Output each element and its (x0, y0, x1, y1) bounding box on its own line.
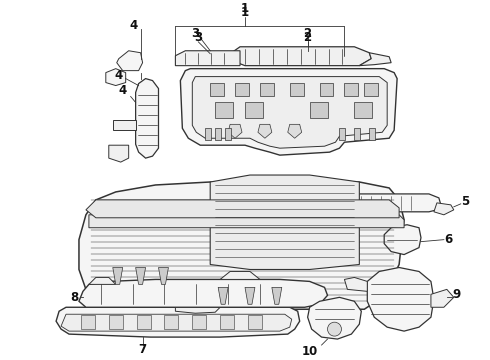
Polygon shape (218, 287, 228, 304)
Polygon shape (308, 297, 361, 339)
Polygon shape (369, 128, 375, 140)
Polygon shape (230, 47, 371, 66)
Text: 9: 9 (453, 288, 461, 301)
Polygon shape (79, 279, 327, 307)
Polygon shape (235, 82, 249, 96)
Polygon shape (175, 299, 220, 313)
Text: 4: 4 (129, 19, 138, 32)
Text: 1: 1 (241, 3, 249, 15)
Polygon shape (248, 315, 262, 329)
Polygon shape (364, 82, 378, 96)
Polygon shape (109, 145, 129, 162)
Text: 3: 3 (191, 27, 199, 40)
Polygon shape (180, 69, 397, 155)
Polygon shape (434, 203, 454, 215)
Polygon shape (310, 103, 327, 118)
Polygon shape (245, 287, 255, 304)
Polygon shape (89, 215, 404, 228)
Polygon shape (354, 103, 372, 118)
Polygon shape (119, 53, 141, 69)
Text: 8: 8 (70, 291, 78, 304)
Polygon shape (245, 103, 263, 118)
Polygon shape (86, 200, 399, 218)
Text: 4: 4 (119, 84, 127, 97)
Polygon shape (215, 128, 221, 140)
Polygon shape (225, 128, 231, 140)
Polygon shape (228, 124, 242, 138)
Polygon shape (81, 315, 95, 329)
Polygon shape (136, 267, 146, 284)
Polygon shape (340, 128, 345, 140)
Polygon shape (89, 278, 116, 284)
Polygon shape (290, 82, 304, 96)
Polygon shape (220, 271, 260, 279)
Polygon shape (106, 69, 126, 86)
Polygon shape (368, 267, 434, 331)
Polygon shape (210, 175, 359, 270)
Text: 5: 5 (461, 195, 469, 208)
Polygon shape (288, 124, 302, 138)
Polygon shape (165, 315, 178, 329)
Text: 4: 4 (115, 69, 123, 82)
Text: 3: 3 (194, 31, 202, 44)
Polygon shape (117, 51, 143, 71)
Polygon shape (308, 194, 441, 212)
Polygon shape (158, 267, 169, 284)
Polygon shape (258, 124, 272, 138)
Polygon shape (175, 51, 240, 66)
Polygon shape (192, 315, 206, 329)
Polygon shape (79, 180, 404, 309)
Polygon shape (359, 53, 391, 66)
Polygon shape (113, 120, 136, 130)
Text: 1: 1 (241, 6, 249, 19)
Polygon shape (260, 82, 274, 96)
Polygon shape (319, 82, 334, 96)
Polygon shape (210, 82, 224, 96)
Polygon shape (431, 289, 454, 307)
Polygon shape (354, 128, 360, 140)
Polygon shape (215, 103, 233, 118)
Text: 7: 7 (139, 342, 147, 356)
Text: 2: 2 (304, 31, 312, 44)
Polygon shape (113, 267, 122, 284)
Circle shape (327, 322, 342, 336)
Polygon shape (344, 278, 368, 291)
Polygon shape (109, 315, 122, 329)
Polygon shape (220, 315, 234, 329)
Polygon shape (61, 314, 292, 331)
Polygon shape (192, 77, 387, 148)
Polygon shape (384, 225, 421, 255)
Text: 10: 10 (301, 345, 318, 357)
Text: 6: 6 (445, 233, 453, 246)
Polygon shape (136, 78, 158, 158)
Polygon shape (137, 315, 150, 329)
Text: 2: 2 (304, 27, 312, 40)
Polygon shape (205, 128, 211, 140)
Polygon shape (272, 287, 282, 304)
Polygon shape (344, 82, 358, 96)
Polygon shape (56, 307, 300, 337)
